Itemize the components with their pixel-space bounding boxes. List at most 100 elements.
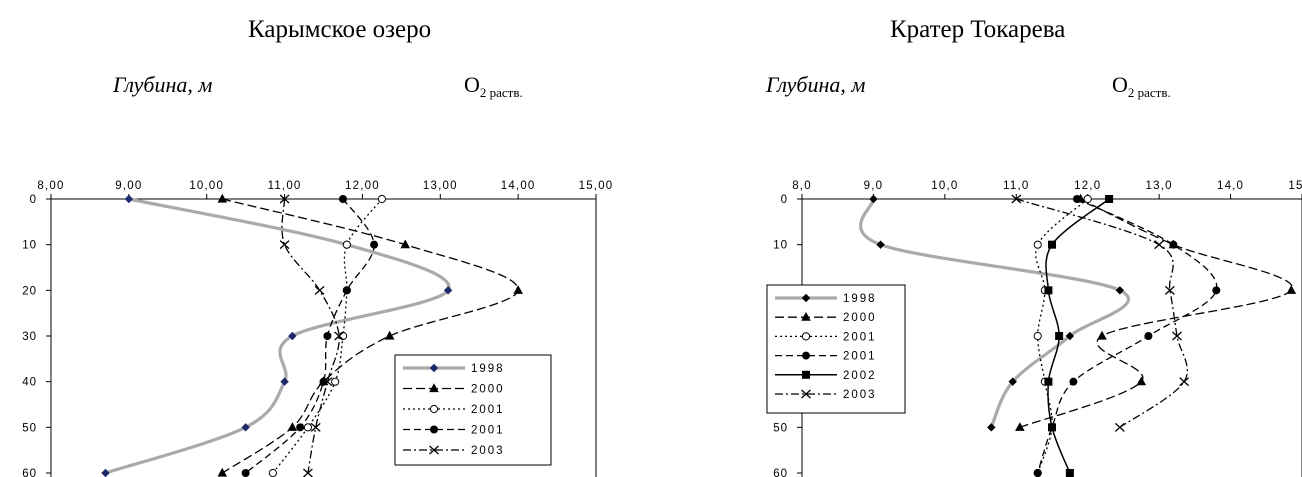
data-point [280,377,289,386]
series-2001 [241,195,379,477]
data-point [987,423,996,432]
y-tick-label: 20 [22,285,37,297]
data-point [1044,286,1053,295]
data-point [1011,194,1022,204]
legend-label: 2001 [471,425,505,437]
x-tick-label: 10,00 [189,180,224,192]
y-tick-label: 10 [22,240,37,252]
data-point [513,285,523,294]
data-point [334,331,345,341]
series-2000 [1015,193,1297,431]
data-point [1065,469,1074,477]
data-point [1144,332,1153,340]
legend: 1998 2000 2001 2001 2002 2003 [766,284,906,414]
depth-axis-label: Глубина, м [766,72,866,97]
data-point [342,286,351,295]
y-tick-label: 60 [773,468,788,477]
legend-marker [429,383,439,393]
data-point [287,422,298,431]
data-point [241,469,250,477]
x-tick-label: 11,0 [1003,180,1029,192]
oxygen-depth-plot-karymskoe: 8,00 9,00 10,00 11,00 12,00 13,00 14,00 15,00 0 1… [22,180,612,477]
legend-label: 2000 [843,312,877,324]
series-2003 [279,194,345,477]
data-point [217,467,228,477]
data-point [338,331,348,341]
data-point [323,332,332,340]
data-point [384,330,395,340]
depth-axis-label: Глубина, м [113,72,213,97]
legend-label: 2001 [843,351,877,363]
x-tick-label: 10,0 [931,180,958,192]
data-point [302,468,313,477]
x-tick-label: 13,0 [1146,180,1173,192]
data-point [1048,423,1056,432]
data-point [443,286,453,295]
legend-marker [801,332,811,341]
y-tick-label: 50 [773,422,788,434]
series-line [245,198,375,474]
data-point [377,194,386,204]
y-tick-label: 60 [22,468,37,477]
y-tick-label: 40 [22,377,37,389]
chart-panel-karymskoe: Карымское озеро Глубина, м O2 раств. 8,0… [22,16,612,477]
data-point [217,193,228,203]
data-point [268,468,277,477]
data-point [338,195,347,203]
x-tick-label: 8,0 [792,180,812,192]
data-point [400,239,411,249]
plot-area [50,198,597,477]
legend-marker [801,293,811,303]
legend-marker [801,312,811,321]
data-point [322,377,333,387]
legend-label: 2003 [471,445,505,457]
legend-marker [429,363,439,373]
y-tick-label: 10 [773,240,788,252]
oxygen-depth-plot-tokarev: 8,09,010,011,012,013,014,015,00102030405… [766,180,1302,477]
legend-label: 2000 [471,384,505,396]
data-point [876,240,885,249]
chart-title: Карымское озеро [248,16,432,43]
legend: 1998 2000 2001 2001 2003 [394,354,552,466]
chart-panel-tokarev: Кратер Токарева Глубина, м O2 раств. 8,0… [651,0,1302,477]
oxygen-axis-label: O2 раств. [1112,72,1171,101]
x-tick-label: 9,0 [864,180,884,192]
data-point [288,331,297,341]
series-line [1016,198,1189,428]
legend-marker [802,351,810,360]
data-point [296,423,305,432]
data-point [1154,240,1165,250]
legend-marker [801,389,811,399]
x-tick-label: 9,00 [115,180,142,192]
series-line [1019,198,1293,428]
data-point [1164,285,1175,295]
data-point [1136,376,1147,386]
data-point [1286,285,1297,294]
data-point [1033,469,1042,477]
data-point [303,423,313,432]
y-tick-label: 0 [30,194,37,206]
x-tick-label: 12,0 [1074,180,1101,192]
data-point [331,377,340,386]
data-point [1083,194,1092,204]
x-tick-label: 14,0 [1217,180,1244,192]
legend-marker [430,425,438,434]
chart-title: Кратер Токарева [890,16,1066,43]
data-point [1212,286,1221,295]
legend-label: 2003 [843,389,877,401]
legend-label: 2002 [843,370,877,382]
data-point [1073,195,1081,203]
data-point [314,285,325,295]
legend-label: 2001 [843,331,877,343]
legend-label: 1998 [471,363,505,375]
x-tick-label: 8,00 [37,180,64,192]
y-tick-label: 0 [781,194,788,206]
x-tick-label: 15,0 [1288,180,1302,192]
data-point [279,194,290,204]
data-point [1097,330,1107,340]
data-point [1055,332,1064,340]
data-point [370,240,379,249]
y-tick-label: 30 [22,331,37,343]
y-tick-label: 50 [22,422,37,434]
legend-box [394,354,552,466]
